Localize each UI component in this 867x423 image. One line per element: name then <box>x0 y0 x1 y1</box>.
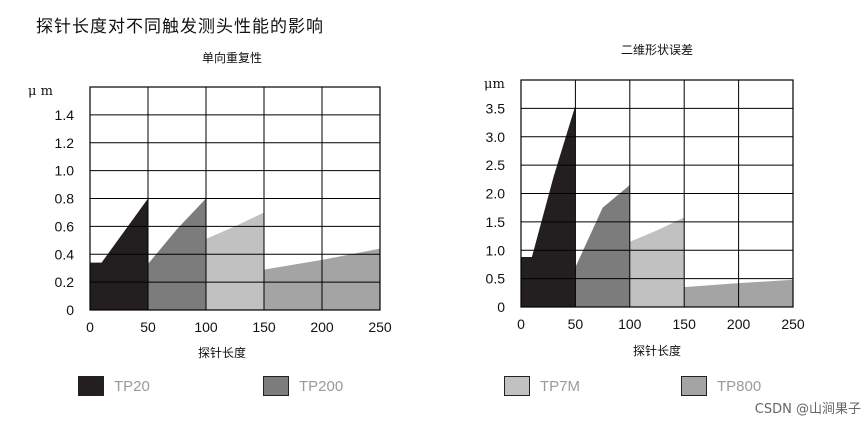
y-tick-label: 0.2 <box>55 274 75 290</box>
x-tick-label: 200 <box>310 319 334 335</box>
legend-item-tp200: TP200 <box>263 375 343 397</box>
legend-item-tp800: TP800 <box>681 375 761 397</box>
y-axis-label: μm <box>484 77 505 92</box>
y-tick-label: 0.6 <box>55 218 75 234</box>
y-tick-label: 1.0 <box>486 242 506 258</box>
y-tick-label: 1.5 <box>486 214 506 230</box>
chart-title: 二维形状误差 <box>621 43 693 57</box>
x-tick-label: 0 <box>517 316 525 332</box>
legend-label-tp800: TP800 <box>717 377 762 395</box>
legend-label-tp7m: TP7M <box>540 377 581 395</box>
legend-item-tp7m: TP7M <box>504 375 580 397</box>
chart-1: 0 0.2 0.4 0.6 0.8 1.0 1.2 1.4 0 50 100 150 200 250 单向重… <box>28 50 392 360</box>
x-tick-label: 150 <box>252 319 276 335</box>
x-tick-label: 200 <box>727 316 751 332</box>
legend-label-tp200: TP200 <box>299 377 344 395</box>
series-area-tp7m <box>206 212 264 310</box>
legend-swatch-tp20 <box>78 376 104 396</box>
y-tick-label: 3.5 <box>486 100 506 116</box>
legend-swatch-tp7m <box>504 376 530 396</box>
legend-swatch-tp200 <box>263 376 289 396</box>
legend-label-tp20: TP20 <box>114 377 150 395</box>
y-tick-label: 0.5 <box>486 271 506 287</box>
chart-title: 单向重复性 <box>202 50 262 65</box>
chart-2: 0 0.5 1.0 1.5 2.0 2.5 3.0 3.5 0 50 100 150 200 250 二维形… <box>484 43 805 358</box>
x-tick-label: 100 <box>618 316 642 332</box>
x-tick-label: 250 <box>781 316 805 332</box>
y-tick-label: 0.4 <box>55 246 75 262</box>
y-axis-label: μ m <box>28 84 53 99</box>
legend-swatch-tp800 <box>681 376 707 396</box>
series-area-tp20 <box>521 105 576 307</box>
x-axis-label: 探针长度 <box>633 343 681 358</box>
x-tick-label: 100 <box>194 319 218 335</box>
x-tick-label: 50 <box>568 316 584 332</box>
y-tick-label: 1.2 <box>55 135 75 151</box>
x-tick-label: 0 <box>86 319 94 335</box>
y-tick-label: 1.4 <box>55 107 75 123</box>
x-axis-label: 探针长度 <box>198 345 246 360</box>
y-tick-label: 3.0 <box>486 129 506 145</box>
page-title: 探针长度对不同触发测头性能的影响 <box>36 17 324 37</box>
y-tick-label: 0 <box>497 299 505 315</box>
y-tick-label: 0.8 <box>55 191 75 207</box>
plot-frame <box>89 86 381 311</box>
y-tick-label: 2.0 <box>486 186 506 202</box>
series-area-tp200 <box>575 184 630 307</box>
x-tick-label: 250 <box>368 319 392 335</box>
y-tick-label: 1.0 <box>55 163 75 179</box>
x-tick-label: 50 <box>140 319 156 335</box>
watermark: CSDN @山涧果子 <box>754 402 861 417</box>
y-tick-label: 2.5 <box>486 157 506 173</box>
plot-frame <box>520 79 794 308</box>
y-tick-label: 0 <box>66 302 74 318</box>
x-tick-label: 150 <box>673 316 697 332</box>
legend-item-tp20: TP20 <box>78 375 150 397</box>
